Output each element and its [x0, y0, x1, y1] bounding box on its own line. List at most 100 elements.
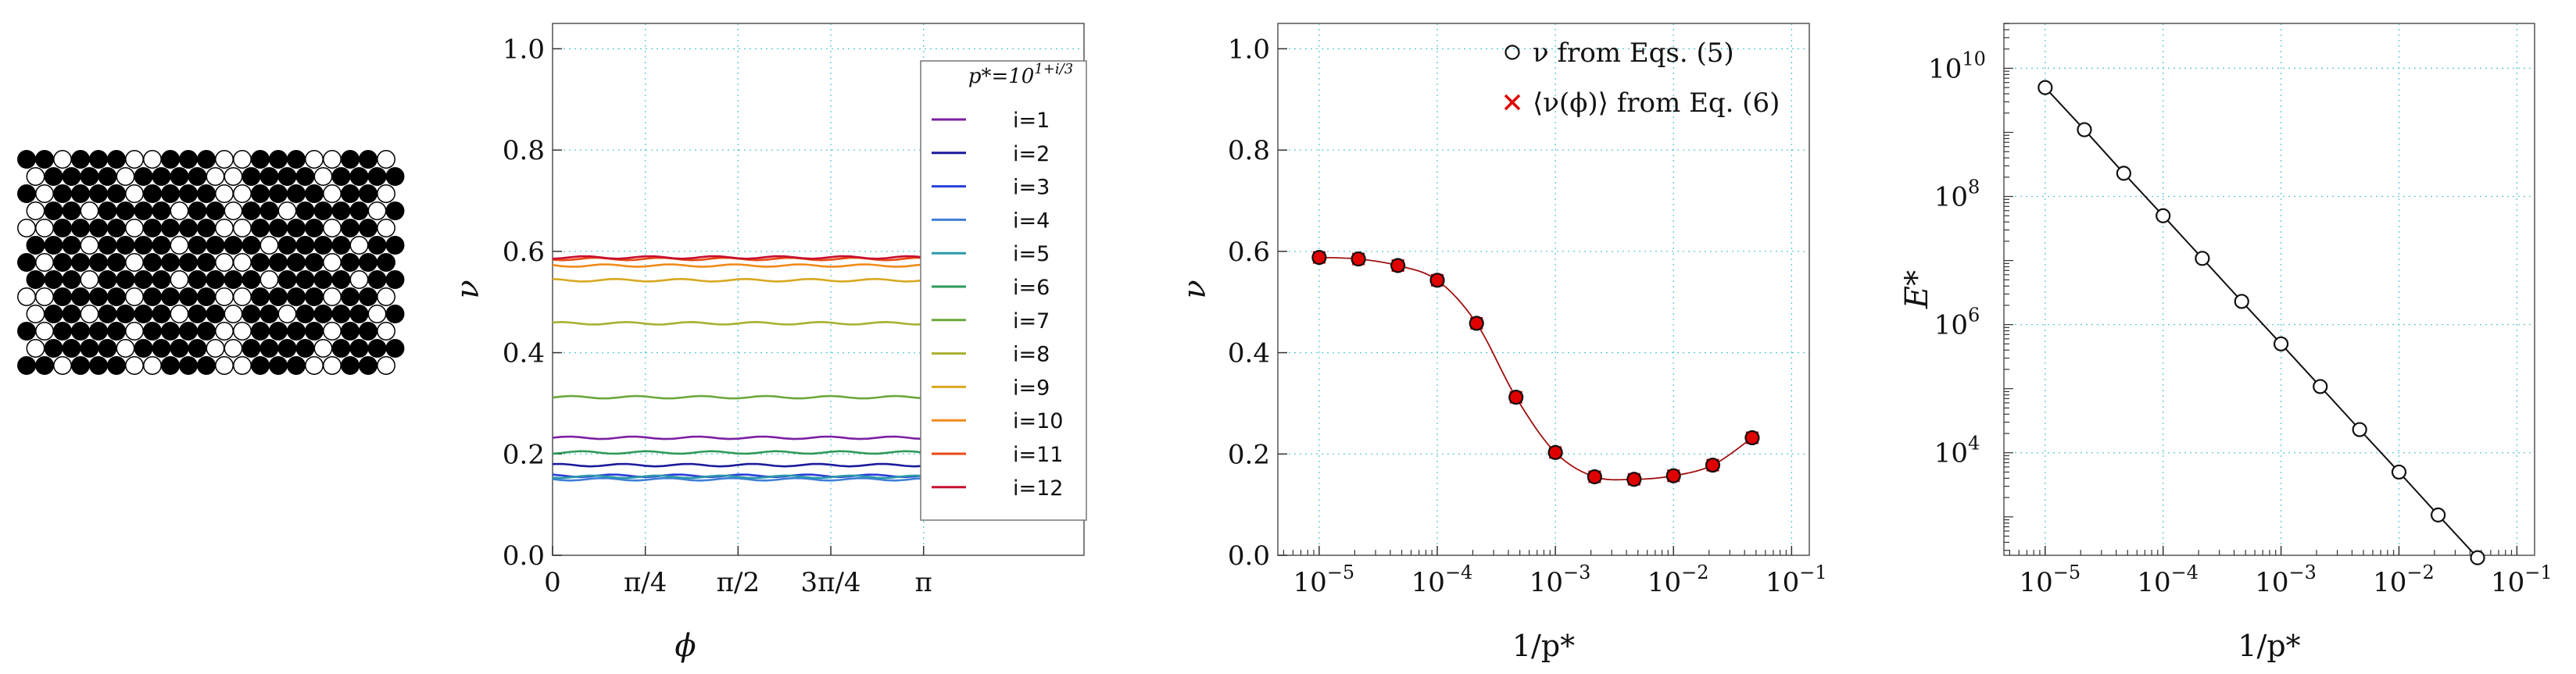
lattice-node-filled — [224, 270, 243, 289]
lattice-node-filled — [359, 150, 377, 169]
lattice-node-filled — [287, 253, 306, 272]
lattice-node-open — [305, 150, 324, 169]
lattice-node-filled — [107, 253, 126, 272]
legend-marker-circle — [1504, 45, 1520, 60]
lattice-node-filled — [62, 201, 81, 220]
lattice-node-open — [35, 253, 54, 272]
data-point-circle — [2352, 422, 2367, 437]
lattice-node-open — [125, 184, 144, 203]
lattice-node-filled — [367, 236, 387, 255]
lattice-node-filled — [134, 167, 153, 186]
lattice-node-filled — [251, 253, 270, 272]
x-tick-label: π — [915, 567, 932, 598]
lattice-node-filled — [188, 167, 207, 186]
lattice-node-open — [170, 201, 189, 220]
lattice-node-filled — [161, 184, 180, 203]
lattice-node-filled — [359, 356, 377, 375]
lattice-node-open — [80, 201, 99, 220]
lattice-node-filled — [259, 201, 279, 220]
lattice-node-filled — [295, 201, 315, 220]
lattice-node-open — [116, 167, 135, 186]
lattice-node-filled — [251, 184, 270, 203]
lattice-node-open — [26, 339, 45, 358]
lattice-node-filled — [269, 184, 288, 203]
x-tick-label-exp: −5 — [1327, 562, 1354, 583]
y-tick-label: 1.0 — [1228, 34, 1270, 65]
lattice-node-filled — [341, 356, 360, 375]
lattice-node-filled — [143, 287, 162, 306]
lattice-node-open — [80, 236, 99, 255]
lattice-node-filled — [359, 184, 377, 203]
legend-label: i=11 — [1013, 443, 1063, 467]
lattice-node-filled — [134, 236, 153, 255]
lattice-node-filled — [287, 322, 306, 341]
data-point-circle — [1429, 273, 1445, 288]
lattice-node-open — [26, 201, 45, 220]
y-axis-label: E* — [1899, 270, 1935, 309]
legend-label: i=10 — [1013, 409, 1063, 433]
lattice-node-open — [377, 287, 395, 306]
lattice-node-filled — [269, 219, 288, 237]
y-tick-label-exp: 6 — [1968, 305, 1980, 326]
x-tick-label: 0 — [544, 567, 561, 598]
lattice-node-open — [377, 184, 395, 203]
lattice-node-filled — [331, 270, 351, 289]
x-tick-label-exp: −5 — [2053, 562, 2080, 583]
lattice-node-open — [349, 236, 369, 255]
y-tick-label: 0.0 — [503, 540, 545, 572]
lattice-node-filled — [134, 270, 153, 289]
y-tick-label: 1010 — [1928, 48, 1986, 84]
series-line-i-9 — [552, 277, 924, 283]
x-tick-label: 10−5 — [1293, 562, 1355, 598]
legend-title-exp: 1+i/3 — [1034, 61, 1073, 77]
lattice-node-filled — [89, 356, 108, 375]
y-tick-label: 0.4 — [1228, 338, 1270, 369]
lattice-node-open — [377, 322, 395, 341]
lattice-node-filled — [53, 253, 72, 272]
lattice-node-filled — [385, 167, 405, 186]
lattice-node-filled — [98, 339, 117, 358]
data-point-circle — [1705, 457, 1721, 473]
series-line-i-10 — [552, 263, 924, 268]
lattice-node-open — [35, 322, 54, 341]
data-point-circle — [1390, 258, 1406, 273]
lattice-node-open — [35, 287, 54, 306]
lattice-node-filled — [179, 322, 198, 341]
data-point-circle — [2470, 550, 2485, 565]
lattice-node-open — [125, 150, 144, 169]
data-point-circle — [1626, 472, 1642, 487]
y-axis-label: ν — [450, 280, 486, 298]
lattice-node-filled — [331, 201, 351, 220]
x-tick-label-base: 10 — [1530, 567, 1563, 598]
lattice-node-open — [215, 356, 234, 375]
chart-nu-vs-phi: 0 π/4 π/2 3π/4 π0.00.20.40.60.81.0ϕνp*=101+i… — [450, 23, 1087, 664]
lattice-node-filled — [359, 219, 377, 237]
lattice-node-filled — [313, 305, 333, 323]
lattice-node-filled — [26, 236, 45, 255]
lattice-node-open — [323, 322, 342, 341]
lattice-node-filled — [107, 150, 126, 169]
lattice-node-open — [313, 167, 333, 186]
lattice-node-filled — [287, 356, 306, 375]
lattice-node-filled — [80, 167, 99, 186]
x-tick-label: 10−4 — [1411, 562, 1473, 598]
lattice-node-open — [224, 167, 243, 186]
lattice-node-filled — [107, 322, 126, 341]
legend-label: i=4 — [1013, 209, 1050, 233]
legend-label: i=6 — [1013, 276, 1050, 300]
lattice-node-open — [305, 356, 324, 375]
lattice-node-filled — [89, 322, 108, 341]
lattice-node-filled — [188, 305, 207, 323]
lattice-panel — [17, 150, 405, 375]
lattice-node-filled — [224, 236, 243, 255]
lattice-node-filled — [277, 167, 297, 186]
lattice-node-filled — [143, 253, 162, 272]
lattice-node-filled — [331, 339, 351, 358]
data-point-cross — [1470, 316, 1483, 330]
lattice-node-filled — [71, 184, 90, 203]
x-tick-label-exp: −1 — [2524, 562, 2552, 583]
lattice-node-open — [206, 339, 225, 358]
data-point-cross — [1745, 431, 1758, 444]
series-line — [2045, 87, 2478, 558]
data-point-cross — [1706, 458, 1719, 472]
